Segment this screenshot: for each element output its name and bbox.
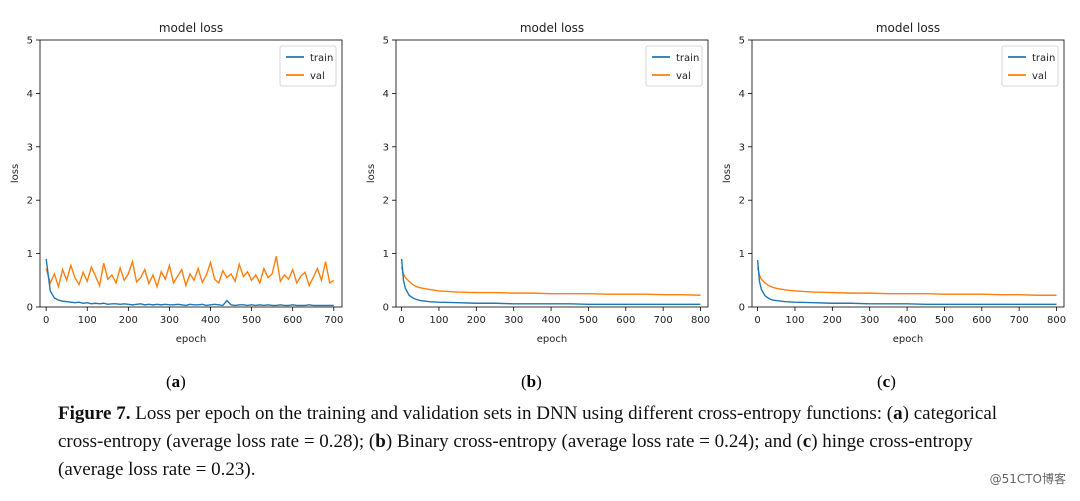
x-tick-label: 200 [823, 315, 842, 326]
y-tick-label: 0 [739, 303, 745, 314]
x-tick-label: 200 [467, 315, 486, 326]
x-axis-label: epoch [537, 334, 567, 345]
x-tick-label: 600 [616, 315, 635, 326]
x-tick-label: 300 [860, 315, 879, 326]
y-axis-label: loss [10, 164, 21, 183]
x-tick-label: 600 [972, 315, 991, 326]
panel-label-c: (c) [877, 372, 896, 391]
series-line-train [400, 258, 701, 306]
x-tick-label: 500 [579, 315, 598, 326]
legend: train val [1001, 45, 1059, 87]
x-tick-label: 100 [78, 315, 97, 326]
x-tick-label: 600 [283, 315, 302, 326]
x-tick-label: 500 [935, 315, 954, 326]
caption-c: c [802, 431, 812, 452]
x-tick-label: 700 [324, 315, 343, 326]
caption-text-4: ) hinge cross-entropy (average loss rate… [58, 431, 973, 480]
watermark: @51CTO博客 [989, 472, 1066, 486]
plot-frame [39, 39, 343, 308]
legend-box [645, 45, 703, 87]
caption-b: b [375, 431, 386, 452]
legend-label-train: train [676, 53, 699, 64]
plot-frame [395, 39, 709, 308]
x-tick-label: 300 [160, 315, 179, 326]
y-tick-label: 2 [27, 196, 33, 207]
chart-panel-2: model loss 0 100 200 300 400 500 600 700 800 0 1 2 3 4… [722, 21, 1066, 345]
y-tick-label: 5 [383, 36, 389, 47]
x-tick-label: 700 [654, 315, 673, 326]
figure-caption: Figure 7. Loss per epoch on the training… [58, 400, 1038, 484]
x-tick-label: 800 [1047, 315, 1066, 326]
chart-panel-1: model loss 0 100 200 300 400 500 600 700 800 0 1 2 3 4… [366, 21, 710, 345]
x-tick-label: 0 [754, 315, 760, 326]
y-tick-label: 4 [383, 89, 389, 100]
chart-title: model loss [159, 21, 223, 35]
series-line-val [45, 256, 335, 290]
legend-label-val: val [676, 71, 691, 82]
caption-label: Figure 7. [58, 403, 131, 424]
x-axis-label: epoch [176, 334, 206, 345]
legend-label-train: train [310, 53, 333, 64]
y-tick-label: 3 [383, 142, 389, 153]
panel-label-b: (b) [521, 372, 542, 391]
legend-box [1001, 45, 1059, 87]
y-tick-label: 3 [739, 142, 745, 153]
y-tick-label: 0 [27, 303, 33, 314]
chart-panel-0: model loss 0 100 200 300 400 500 600 700 0 1 2 3 4 5 ep… [10, 21, 343, 345]
chart-title: model loss [876, 21, 940, 35]
x-tick-label: 700 [1010, 315, 1029, 326]
x-axis-label: epoch [893, 334, 923, 345]
legend-label-val: val [1032, 71, 1047, 82]
y-tick-label: 5 [739, 36, 745, 47]
caption-text-3: ) Binary cross-entropy (average loss rat… [385, 431, 803, 452]
y-tick-label: 5 [27, 36, 33, 47]
x-tick-label: 400 [201, 315, 220, 326]
x-tick-label: 0 [43, 315, 49, 326]
y-tick-label: 0 [383, 303, 389, 314]
legend: train val [279, 45, 337, 87]
x-tick-label: 500 [242, 315, 261, 326]
legend-label-train: train [1032, 53, 1055, 64]
caption-text-1: Loss per epoch on the training and valid… [130, 403, 894, 424]
y-tick-label: 1 [27, 249, 33, 260]
y-tick-label: 3 [27, 142, 33, 153]
y-tick-label: 4 [27, 89, 33, 100]
legend-label-val: val [310, 71, 325, 82]
x-tick-label: 300 [504, 315, 523, 326]
y-axis-label: loss [366, 164, 377, 183]
legend: train val [645, 45, 703, 87]
x-tick-label: 100 [785, 315, 804, 326]
legend-box [279, 45, 337, 87]
series-line-val [756, 267, 1057, 296]
y-axis-label: loss [722, 164, 733, 183]
caption-text-2: ) categorical cross-entropy (average los… [58, 403, 998, 452]
series-line-train [45, 258, 334, 307]
series-line-train [756, 259, 1057, 306]
y-tick-label: 2 [739, 196, 745, 207]
y-tick-label: 1 [739, 249, 745, 260]
y-tick-label: 1 [383, 249, 389, 260]
plot-frame [751, 39, 1065, 308]
x-tick-label: 100 [429, 315, 448, 326]
y-tick-label: 4 [739, 89, 745, 100]
chart-title: model loss [520, 21, 584, 35]
y-tick-label: 2 [383, 196, 389, 207]
x-tick-label: 400 [542, 315, 561, 326]
panel-label-a: (a) [166, 372, 186, 391]
x-tick-label: 800 [691, 315, 710, 326]
x-tick-label: 400 [898, 315, 917, 326]
series-line-val [400, 266, 701, 296]
caption-a: a [893, 403, 903, 424]
x-tick-label: 200 [119, 315, 138, 326]
x-tick-label: 0 [398, 315, 404, 326]
